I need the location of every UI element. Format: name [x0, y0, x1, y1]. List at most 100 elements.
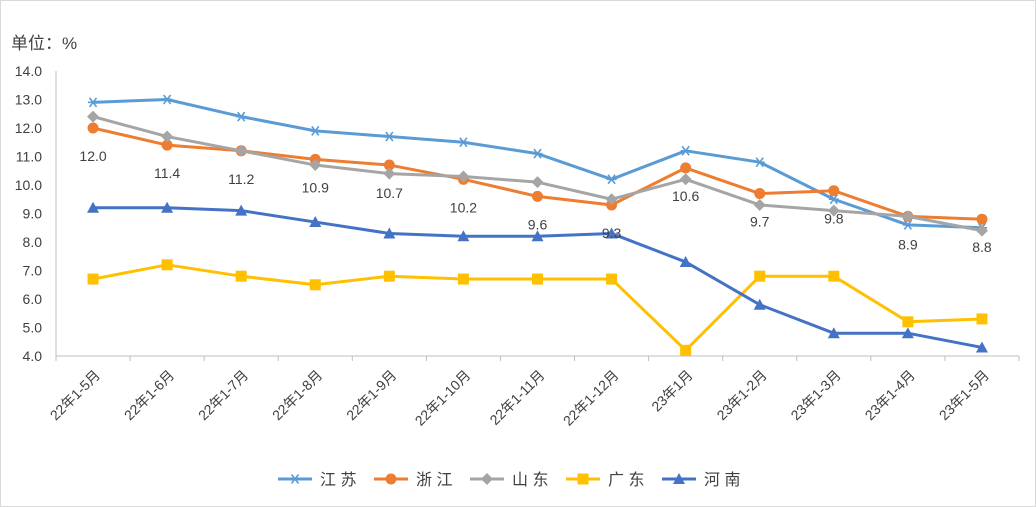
data-point — [161, 130, 174, 143]
data-label: 9.7 — [750, 214, 770, 230]
series-line — [92, 98, 983, 230]
data-label: 9.6 — [528, 216, 548, 232]
data-point — [680, 162, 692, 174]
data-point — [827, 327, 840, 339]
data-point — [901, 210, 914, 223]
data-point — [532, 190, 543, 202]
data-point — [532, 273, 543, 285]
data-point — [606, 174, 617, 185]
data-point — [458, 137, 469, 148]
data-point — [161, 259, 173, 271]
legend-item: 江 苏 — [278, 471, 356, 489]
x-tick-label: 22年1-9月 — [343, 367, 399, 423]
y-tick-labels: 4.0 5.0 6.0 7.0 8.0 9.0 10.0 11.0 12.0 13.0 14.0 — [15, 63, 42, 364]
data-point — [976, 313, 988, 325]
data-point — [828, 270, 840, 282]
x-tick-label: 22年1-12月 — [560, 367, 622, 429]
series-line — [92, 115, 983, 233]
y-tick-label: 7.0 — [23, 263, 43, 279]
data-point — [481, 473, 493, 485]
data-point — [828, 194, 839, 205]
legend: 江 苏浙 江山 东广 东河 南 — [278, 471, 740, 489]
y-tick-label: 12.0 — [15, 120, 42, 136]
data-point — [235, 204, 248, 216]
data-label: 9.8 — [824, 211, 844, 227]
data-point — [975, 341, 988, 353]
data-point — [828, 185, 840, 197]
x-tick-label: 23年1-5月 — [936, 367, 992, 423]
series-3 — [87, 110, 988, 237]
data-point — [754, 188, 766, 200]
data-point — [383, 270, 395, 282]
data-point — [532, 148, 543, 159]
y-tick-label: 8.0 — [23, 234, 43, 250]
data-point — [457, 273, 469, 285]
data-point — [679, 255, 692, 267]
data-point — [161, 201, 174, 213]
data-point — [605, 227, 618, 239]
data-point — [87, 201, 100, 213]
data-point — [753, 298, 766, 310]
data-point — [754, 270, 766, 282]
legend-label: 山 东 — [512, 471, 548, 489]
data-point — [383, 167, 396, 180]
x-tick-label: 22年1-5月 — [47, 367, 103, 423]
data-label: 10.9 — [302, 179, 329, 195]
data-label: 10.7 — [376, 185, 403, 201]
x-tick-label: 23年1-2月 — [713, 367, 769, 423]
data-point — [457, 170, 470, 183]
x-tick-labels: 22年1-5月 22年1-6月 22年1-7月 22年1-8月 22年1-9月 22年1-… — [47, 367, 992, 429]
data-point — [162, 94, 173, 105]
series-group — [87, 94, 988, 356]
legend-label: 广 东 — [608, 471, 644, 489]
data-point — [88, 97, 99, 108]
data-point — [309, 279, 321, 291]
data-point — [384, 131, 395, 142]
x-tick-label: 23年1-4月 — [862, 367, 918, 423]
x-tick-label: 23年1月 — [648, 367, 696, 415]
data-point — [236, 111, 247, 122]
data-label: 10.2 — [450, 199, 477, 215]
data-point — [383, 159, 395, 171]
data-point — [606, 273, 618, 285]
data-point — [577, 473, 589, 485]
data-point — [975, 224, 988, 237]
data-point — [383, 227, 396, 239]
x-tick-label: 23年1-3月 — [787, 367, 843, 423]
data-point — [673, 473, 685, 484]
axes — [55, 71, 1020, 361]
legend-item: 广 东 — [566, 471, 644, 489]
data-point — [385, 473, 397, 485]
data-point — [902, 316, 914, 328]
data-label: 8.8 — [972, 239, 992, 255]
legend-item: 浙 江 — [374, 471, 452, 489]
data-point — [310, 125, 321, 136]
data-point — [902, 219, 913, 230]
y-tick-label: 14.0 — [15, 63, 42, 79]
data-point — [680, 344, 692, 356]
data-point — [457, 230, 470, 242]
legend-label: 江 苏 — [320, 471, 356, 489]
data-point — [87, 273, 99, 285]
data-point — [87, 110, 100, 123]
data-point — [901, 327, 914, 339]
y-tick-label: 5.0 — [23, 320, 43, 336]
legend-label: 浙 江 — [416, 471, 452, 489]
legend-item: 山 东 — [470, 471, 548, 489]
data-label: 9.3 — [602, 225, 622, 241]
data-point — [309, 216, 322, 228]
x-tick-label: 22年1-11月 — [486, 367, 547, 428]
data-label: 12.0 — [79, 148, 106, 164]
data-point — [827, 204, 840, 217]
y-tick-label: 11.0 — [16, 149, 42, 165]
x-tick-label: 22年1-8月 — [269, 367, 325, 423]
data-label: 11.2 — [228, 171, 254, 187]
data-point — [309, 159, 322, 172]
data-point — [87, 122, 99, 134]
series-4 — [87, 259, 988, 356]
data-labels: 12.0 11.4 11.2 10.9 10.7 10.2 9.6 9.3 10.6 9.7 9.8… — [79, 148, 991, 255]
data-point — [976, 213, 988, 225]
data-point — [605, 193, 618, 206]
data-label: 11.4 — [154, 165, 180, 181]
